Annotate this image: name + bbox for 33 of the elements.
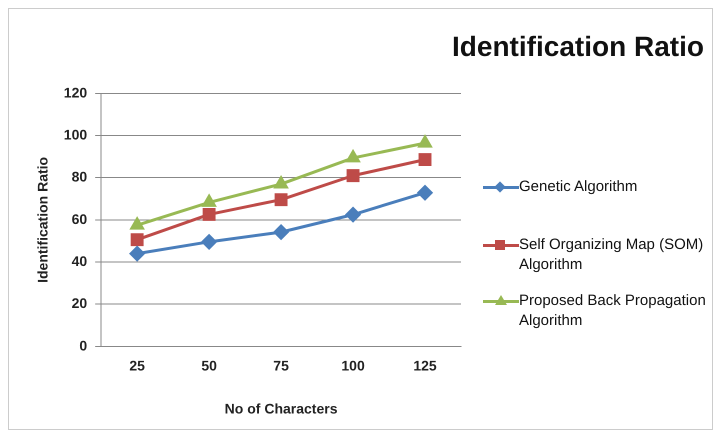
y-tick-label: 120 xyxy=(64,84,88,100)
x-tick-label: 125 xyxy=(413,358,437,374)
x-axis-title: No of Characters xyxy=(224,400,338,416)
y-tick-label: 80 xyxy=(72,168,88,185)
y-tick-label: 20 xyxy=(72,295,88,312)
point xyxy=(274,193,288,206)
point xyxy=(130,233,144,246)
y-tick-label: 100 xyxy=(64,126,88,142)
point xyxy=(346,207,361,222)
y-axis-title: Identification Ratio xyxy=(34,156,50,283)
point xyxy=(274,176,288,189)
y-tick-label: 40 xyxy=(72,252,88,269)
point xyxy=(346,169,360,182)
point xyxy=(418,185,433,200)
point xyxy=(418,153,432,166)
point xyxy=(202,194,216,207)
x-tick-label: 75 xyxy=(273,358,290,374)
y-tick-label: 60 xyxy=(72,210,88,227)
text: Identification Ratio xyxy=(452,31,704,63)
point xyxy=(274,224,289,240)
legend-label: Genetic Algorithm xyxy=(519,177,638,197)
legend-label: Proposed Back Propagation Algorithm xyxy=(519,291,707,331)
point xyxy=(346,150,360,162)
point xyxy=(130,246,145,262)
x-tick-label: 25 xyxy=(129,358,146,374)
legend-label: Self Organizing Map (SOM) Algorithm xyxy=(519,235,704,275)
point xyxy=(202,208,216,221)
point xyxy=(202,234,217,250)
point xyxy=(418,136,432,148)
x-tick-label: 100 xyxy=(341,358,365,374)
x-tick-label: 50 xyxy=(201,358,218,374)
y-tick-label: 0 xyxy=(79,337,88,354)
point xyxy=(130,218,144,230)
